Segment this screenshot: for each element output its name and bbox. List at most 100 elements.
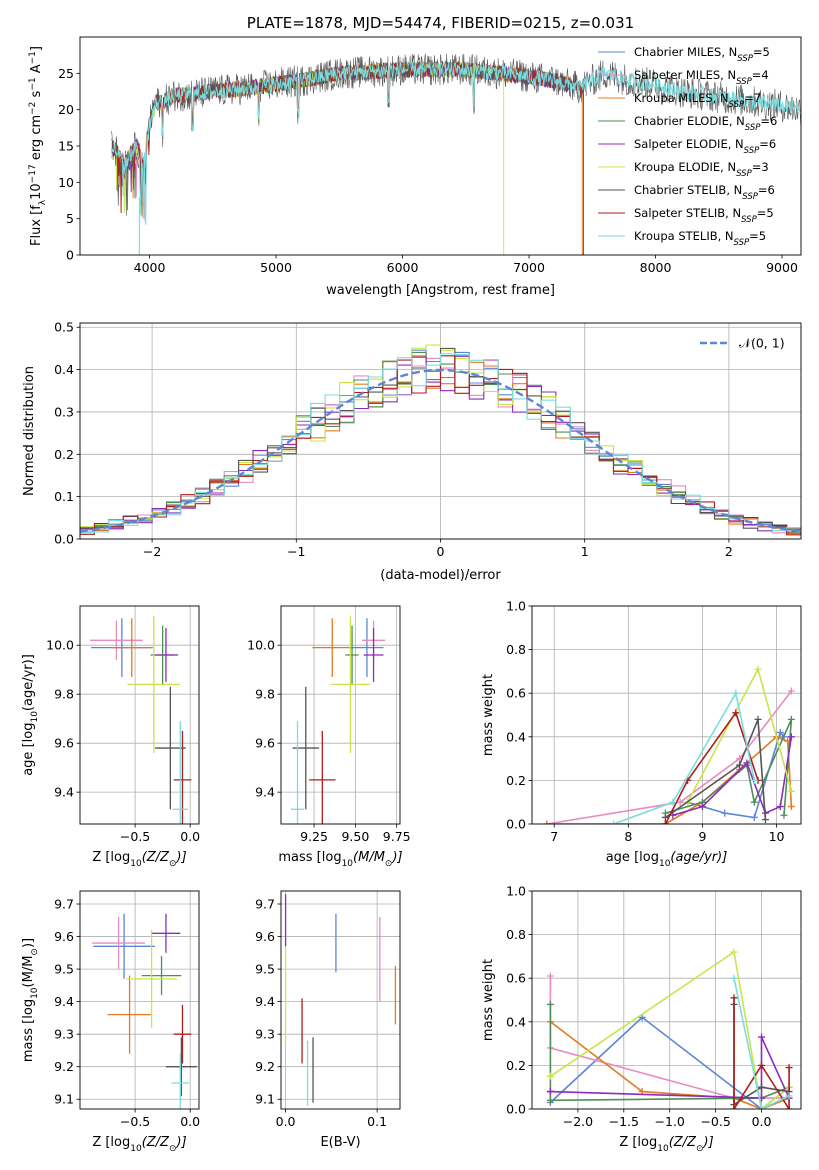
x-axis-label-part: ⊙ (169, 859, 177, 869)
weight-marker (758, 1033, 766, 1041)
y-axis-label: mass weight (481, 959, 496, 1041)
weight-lines (546, 948, 793, 1109)
y-axis-label-part: A (29, 64, 44, 77)
axes-frame (79, 605, 200, 825)
y-axis-label-part: 10 (29, 183, 44, 200)
y-axis-label: Normed distribution (22, 366, 37, 496)
y-tick-label: 9.8 (255, 687, 275, 702)
legend-label-suffix: =6 (759, 137, 776, 151)
weight-marker (750, 798, 758, 806)
axes-frame (280, 890, 401, 1110)
errorbar-point (345, 625, 359, 685)
y-tick-label: 1.0 (506, 599, 526, 614)
x-tick-label: 6000 (387, 260, 419, 275)
y-tick-label: 10.0 (46, 638, 74, 653)
weight-marker (546, 1088, 554, 1096)
weight-vs-z-panel: −2.0 −1.5 −1.0 −0.5 0.0 0.0 0.2 0.4 0.6 0.8 1.0 Z [… (481, 884, 802, 1154)
weight-line (733, 978, 790, 1109)
legend-label-sub: SSP (736, 169, 752, 179)
mass-vs-ebv-panel: 0.0 0.1 9.1 9.2 9.3 9.4 9.5 9.6 9.7 E(B-V) (255, 890, 401, 1150)
weight-marker (787, 803, 795, 811)
weight-marker (787, 715, 795, 723)
y-tick-label: 5 (66, 211, 74, 226)
errorbar-point (165, 1037, 197, 1096)
y-tick-label: 9.4 (54, 785, 74, 800)
x-tick-label: 9.75 (383, 829, 411, 844)
legend-label-sub: SSP (734, 238, 750, 248)
legend-label-text: Kroupa MILES, N (634, 91, 729, 105)
spectrum-line-salpeter-miles (111, 60, 568, 219)
y-axis-label-part: Flux [f (29, 205, 44, 246)
x-axis-label: Z [log10(Z/Z⊙)] (92, 1135, 186, 1154)
legend-label-suffix: =6 (758, 183, 775, 197)
weight-marker (546, 972, 554, 980)
weight-line (546, 690, 793, 824)
x-axis-label-part: 10 (657, 1144, 669, 1154)
errorbar-point (173, 730, 192, 824)
y-axis-label-part: −17 (28, 164, 38, 183)
y-axis-label-part: λ (38, 199, 48, 205)
weight-lines (543, 665, 795, 824)
y-tick-label: 9.6 (54, 929, 74, 944)
histogram-kroupa-elodie (80, 344, 801, 534)
y-tick-label: 9.2 (255, 1059, 275, 1074)
y-tick-label: 9.4 (255, 994, 275, 1009)
x-axis-label-part: 10 (659, 859, 671, 869)
axes-frame (79, 322, 802, 540)
weight-marker (610, 820, 618, 824)
y-axis-label-part: (age/yr)] (21, 654, 36, 711)
weight-marker (721, 809, 729, 817)
legend-label-sub: SSP (742, 192, 758, 202)
x-tick-label: 9.25 (300, 829, 328, 844)
x-tick-label: −1.0 (655, 1114, 685, 1129)
histograms (80, 344, 801, 536)
errorbar-point (290, 721, 305, 824)
x-axis-label-part: )] (391, 850, 402, 865)
y-axis-label-part: −1 (28, 77, 38, 90)
y-tick-label: 0 (66, 248, 74, 263)
y-axis-label-part: )] (21, 938, 36, 948)
weight-marker (761, 816, 769, 824)
y-tick-label: 0.6 (506, 686, 526, 701)
errorbar-point (93, 913, 155, 979)
x-tick-label: 9000 (766, 260, 798, 275)
legend-label-sub: SSP (736, 77, 752, 87)
errorbar-point (171, 1053, 190, 1109)
weight-marker (730, 994, 738, 1002)
legend-label-text: Chabrier ELODIE, N (634, 114, 745, 128)
x-axis-label-part: mass [log (278, 850, 341, 865)
weight-line (686, 667, 793, 803)
x-tick-label: 0.0 (180, 829, 200, 844)
y-axis-label-part: 10 (30, 711, 40, 723)
x-axis-label-part: )] (703, 1135, 714, 1150)
y-tick-label: 9.6 (54, 736, 74, 751)
x-tick-label: 0.0 (752, 1114, 772, 1129)
errorbar-point (153, 628, 179, 682)
weight-marker (780, 811, 788, 819)
y-tick-label: 9.3 (54, 1027, 74, 1042)
x-axis-label-part: 10 (130, 1144, 142, 1154)
y-tick-label: 9.4 (255, 785, 275, 800)
y-tick-label: 0.4 (506, 1014, 526, 1029)
y-tick-label: 9.6 (255, 929, 275, 944)
y-tick-label: 9.4 (54, 994, 74, 1009)
legend-label: Chabrier ELODIE, NSSP=6 (634, 114, 777, 133)
x-axis-label-part: ⊙ (169, 1144, 177, 1154)
legend-label-sub: SSP (729, 100, 745, 110)
y-tick-label: 9.7 (54, 897, 74, 912)
x-axis-label: Z [log10(Z/Z⊙)] (619, 1135, 713, 1154)
legend-label: Kroupa ELODIE, NSSP=3 (634, 160, 769, 179)
y-tick-label: 10 (58, 175, 74, 190)
y-tick-label: 9.1 (255, 1092, 275, 1107)
x-tick-label: 0.0 (276, 1114, 296, 1129)
chart-title: PLATE=1878, MJD=54474, FIBERID=0215, z=0… (247, 14, 634, 32)
x-axis-label-part: Z [log (619, 1135, 657, 1150)
errorbar-point (309, 730, 336, 824)
weight-line (549, 950, 790, 1109)
errorbar-point (363, 628, 384, 682)
y-axis-label-part: −1 (28, 51, 38, 64)
errorbar-point (154, 686, 186, 810)
weight-marker (758, 1061, 766, 1069)
x-axis-label-part: Z [log (92, 850, 130, 865)
